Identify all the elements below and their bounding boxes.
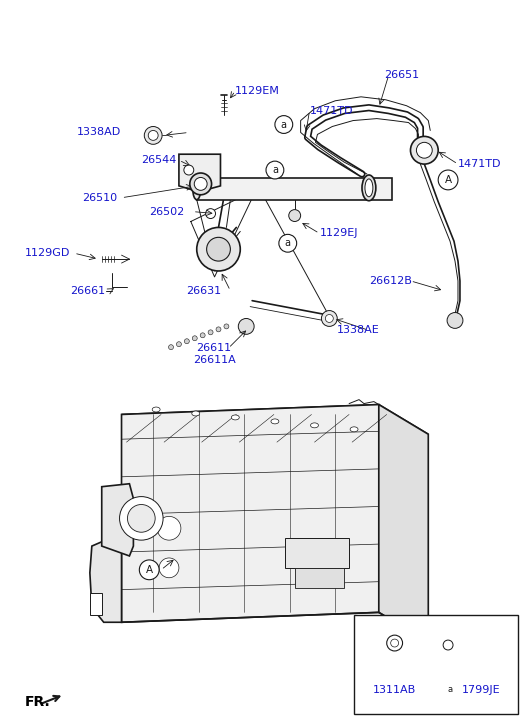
Ellipse shape	[362, 175, 376, 201]
Circle shape	[148, 130, 158, 140]
Text: 26544: 26544	[142, 155, 177, 165]
Circle shape	[326, 315, 333, 323]
Circle shape	[206, 237, 230, 261]
Circle shape	[279, 234, 297, 252]
Bar	[285, 538, 349, 568]
Circle shape	[224, 324, 229, 329]
Circle shape	[443, 683, 457, 696]
Circle shape	[144, 126, 162, 145]
Text: 26661: 26661	[70, 286, 105, 296]
Text: 26611: 26611	[196, 343, 231, 353]
Circle shape	[177, 342, 181, 347]
Circle shape	[200, 333, 205, 338]
Text: 1471TD: 1471TD	[458, 159, 502, 169]
Ellipse shape	[271, 419, 279, 424]
Circle shape	[169, 345, 173, 350]
Polygon shape	[179, 154, 220, 192]
Text: 1471TD: 1471TD	[310, 105, 353, 116]
Text: 1129EM: 1129EM	[235, 86, 280, 96]
Circle shape	[266, 161, 284, 179]
Circle shape	[139, 560, 159, 579]
Bar	[295, 568, 344, 587]
Text: 1129GD: 1129GD	[24, 248, 70, 258]
Polygon shape	[121, 404, 379, 622]
Ellipse shape	[194, 177, 207, 190]
Circle shape	[417, 142, 432, 158]
Circle shape	[159, 558, 179, 578]
Circle shape	[192, 336, 197, 341]
Text: a: a	[285, 238, 291, 248]
Circle shape	[208, 330, 213, 335]
Circle shape	[438, 170, 458, 190]
Circle shape	[197, 228, 240, 271]
Circle shape	[443, 640, 453, 650]
Ellipse shape	[365, 179, 373, 197]
Ellipse shape	[192, 411, 200, 416]
Text: 26612B: 26612B	[369, 276, 412, 286]
Circle shape	[289, 209, 301, 222]
Text: a: a	[272, 165, 278, 175]
Text: 1338AE: 1338AE	[337, 326, 380, 335]
Text: A: A	[445, 175, 452, 185]
Circle shape	[321, 310, 337, 326]
Text: FR.: FR.	[24, 696, 51, 710]
Text: 1129EJ: 1129EJ	[319, 228, 358, 238]
Circle shape	[185, 339, 189, 344]
Text: 26631: 26631	[186, 286, 221, 296]
Ellipse shape	[311, 423, 319, 427]
Polygon shape	[90, 593, 102, 615]
Text: 26651: 26651	[384, 70, 419, 80]
Circle shape	[387, 635, 403, 651]
Text: 1338AD: 1338AD	[77, 127, 121, 137]
Ellipse shape	[350, 427, 358, 432]
Circle shape	[157, 516, 181, 540]
Circle shape	[390, 639, 398, 647]
Polygon shape	[197, 178, 392, 200]
Circle shape	[120, 497, 163, 540]
Circle shape	[275, 116, 293, 134]
Text: 26502: 26502	[149, 206, 185, 217]
Ellipse shape	[190, 173, 212, 195]
Text: 26611A: 26611A	[193, 355, 236, 365]
Text: 1311AB: 1311AB	[373, 685, 416, 694]
Bar	[354, 615, 518, 715]
Polygon shape	[379, 404, 428, 642]
Polygon shape	[90, 533, 121, 622]
Circle shape	[216, 327, 221, 332]
Ellipse shape	[152, 407, 160, 412]
Circle shape	[447, 313, 463, 329]
Circle shape	[238, 318, 254, 334]
Text: a: a	[281, 119, 287, 129]
Circle shape	[128, 505, 155, 532]
Text: 1799JE: 1799JE	[462, 685, 501, 694]
Ellipse shape	[193, 178, 201, 200]
Polygon shape	[102, 483, 134, 556]
Polygon shape	[121, 404, 428, 444]
Text: A: A	[146, 565, 153, 575]
Text: 26510: 26510	[82, 193, 117, 203]
Circle shape	[206, 209, 215, 219]
Text: a: a	[447, 685, 453, 694]
Circle shape	[184, 165, 194, 175]
Circle shape	[411, 137, 438, 164]
Ellipse shape	[231, 415, 239, 420]
